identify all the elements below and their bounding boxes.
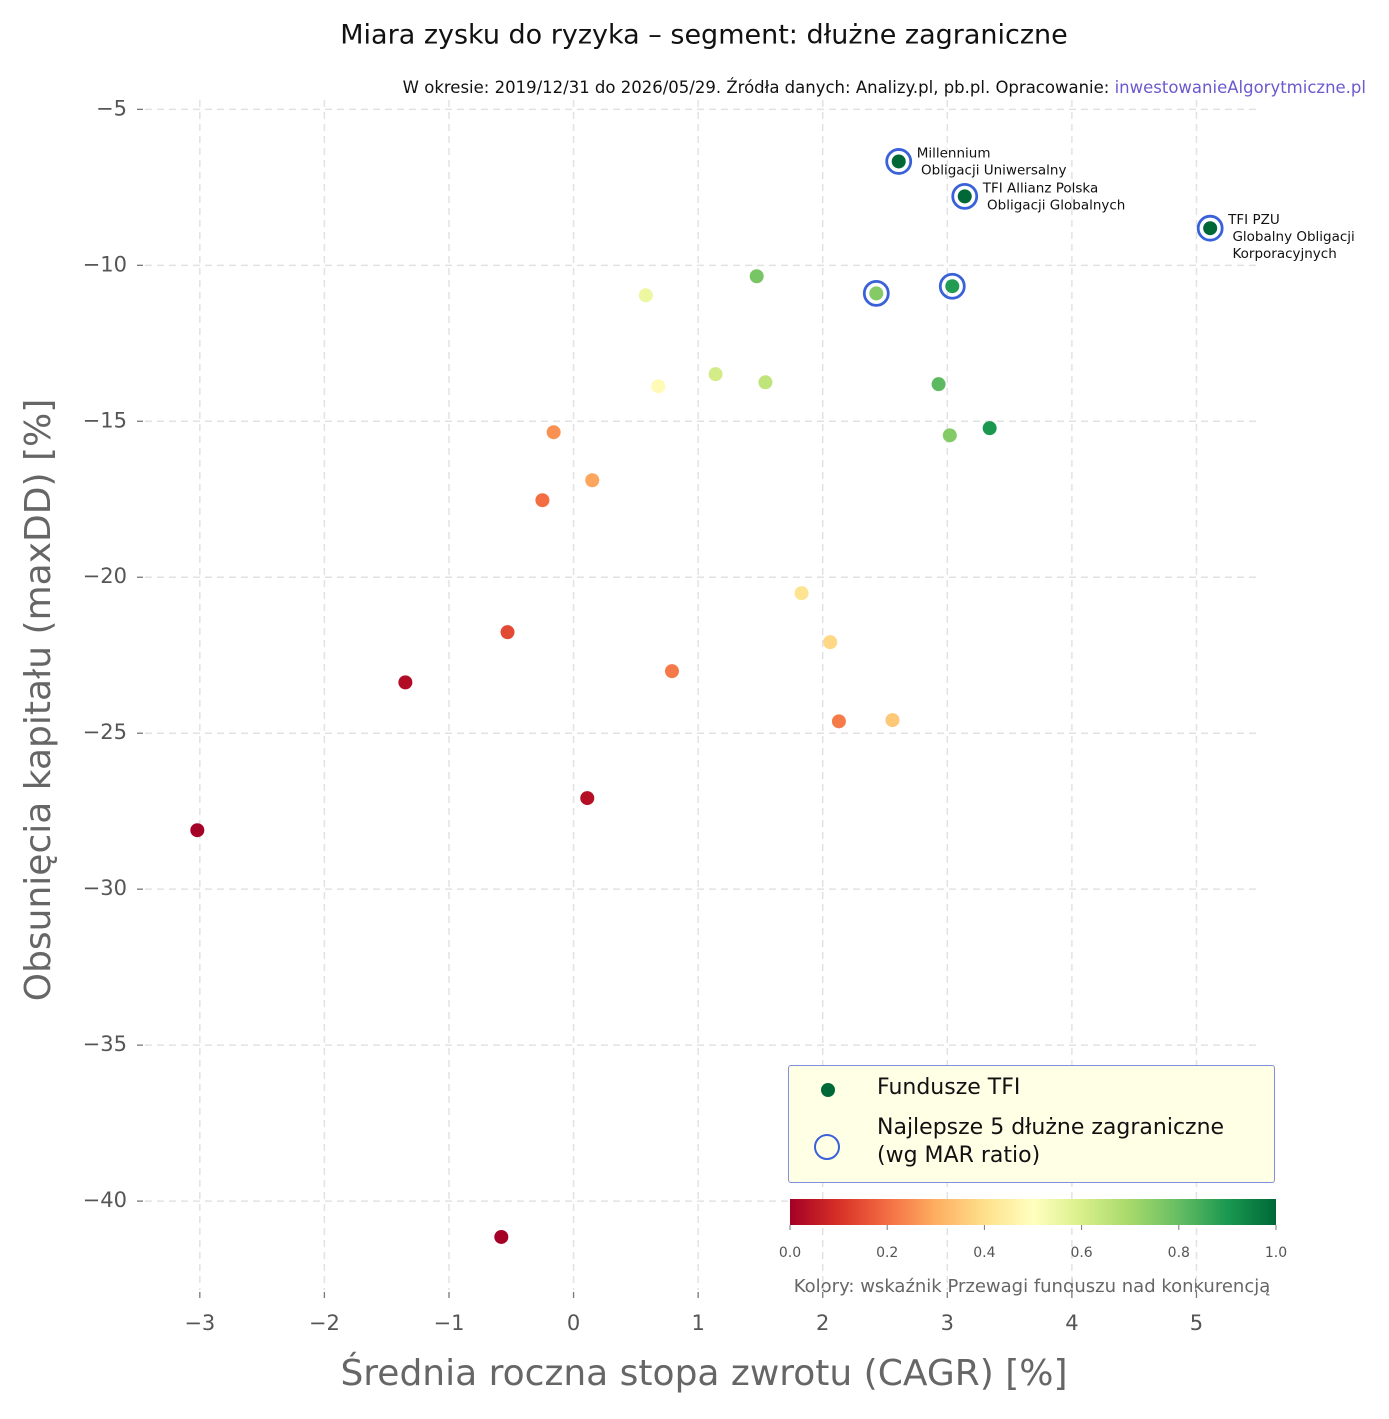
point [546,425,561,440]
colorbar-tick-label: 0.2 [876,1245,898,1261]
point [758,375,773,390]
point [1203,221,1218,236]
point [638,288,653,303]
point [931,377,946,392]
y-tick-label: −40 [83,1188,127,1212]
chart-subtitle: W okresie: 2019/12/31 do 2026/05/29. Źró… [403,78,1366,97]
colorbar-tick-label: 1.0 [1265,1245,1287,1261]
highlight-ring [862,279,890,307]
point-label: Millennium Obligacji Uniwersalny [917,145,1067,178]
point-label-line: TFI Allianz Polska [982,180,1099,196]
y-axis-label: Obsunięcia kapitału (maxDD) [%] [18,399,59,1002]
point [494,1229,509,1244]
y-tick-label: −15 [83,408,127,432]
point-label-line: Obligacji Globalnych [983,197,1126,213]
colorbar-tick-label: 0.8 [1168,1245,1190,1261]
point [749,269,764,284]
colorbar-tick-label: 0.4 [973,1245,995,1261]
subtitle-text: W okresie: 2019/12/31 do 2026/05/29. Źró… [403,78,1115,97]
point-label: TFI Allianz Polska Obligacji Globalnych [982,180,1126,213]
y-tick-label: −30 [83,876,127,900]
legend-label: Najlepsze 5 dłużne zagraniczne (wg MAR r… [877,1115,1225,1168]
point [535,493,550,508]
point [891,154,906,169]
highlight-ring [938,272,966,300]
colorbar [790,1199,1276,1225]
point-label-line: TFI PZU [1227,212,1280,228]
colorbar-label: Kolory: wskaźnik Przewagi funduszu nad k… [794,1276,1271,1297]
point [831,714,846,729]
point [708,367,723,382]
point [580,791,595,806]
point [190,823,205,838]
point [869,286,884,301]
x-tick-label: −2 [309,1311,340,1335]
point-label: TFI PZU Globalny Obligacji Korporacyjnyc… [1227,212,1355,262]
legend-marker [814,1134,840,1160]
highlight-ring [951,182,979,210]
point [945,279,960,294]
point-label-line: Obligacji Uniwersalny [917,162,1067,178]
y-tick-label: −5 [96,96,127,120]
legend-label: Fundusze TFI [877,1075,1021,1100]
point [957,189,972,204]
legend: Fundusze TFI Najlepsze 5 dłużne zagranic… [788,1065,1275,1183]
point [942,428,957,443]
point-label-line: Globalny Obligacji [1228,229,1355,245]
x-tick-label: −1 [433,1311,464,1335]
point [500,625,515,640]
chart-title: Miara zysku do ryzyka – segment: dłużne … [340,20,1068,51]
highlight-ring [885,148,913,175]
x-tick-label: −3 [184,1311,215,1335]
point [823,635,838,650]
colorbar-tick-label: 0.0 [779,1245,801,1261]
x-tick-label: 3 [941,1311,954,1335]
x-axis-label: Średnia roczna stopa zwrotu (CAGR) [%] [340,1352,1067,1394]
x-tick-label: 4 [1065,1311,1078,1335]
y-tick-label: −20 [83,564,127,588]
subtitle-link: inwestowanieAlgorytmiczne.pl [1115,78,1366,97]
point-label-line: Korporacyjnych [1228,246,1337,262]
point [398,675,413,690]
y-tick-label: −35 [83,1032,127,1056]
point [585,473,600,488]
point [664,664,679,679]
point [794,586,809,601]
colorbar-tick-label: 0.6 [1070,1245,1092,1261]
point [885,713,900,728]
highlight-ring [1196,214,1224,242]
point [982,421,997,436]
y-tick-label: −10 [83,252,127,276]
y-tick-label: −25 [83,720,127,744]
x-tick-label: 2 [816,1311,829,1335]
legend-marker [821,1083,835,1097]
point-label-line: Millennium [917,145,991,161]
point [651,379,666,394]
x-tick-label: 5 [1190,1311,1203,1335]
x-tick-label: 1 [691,1311,704,1335]
x-tick-label: 0 [567,1311,580,1335]
